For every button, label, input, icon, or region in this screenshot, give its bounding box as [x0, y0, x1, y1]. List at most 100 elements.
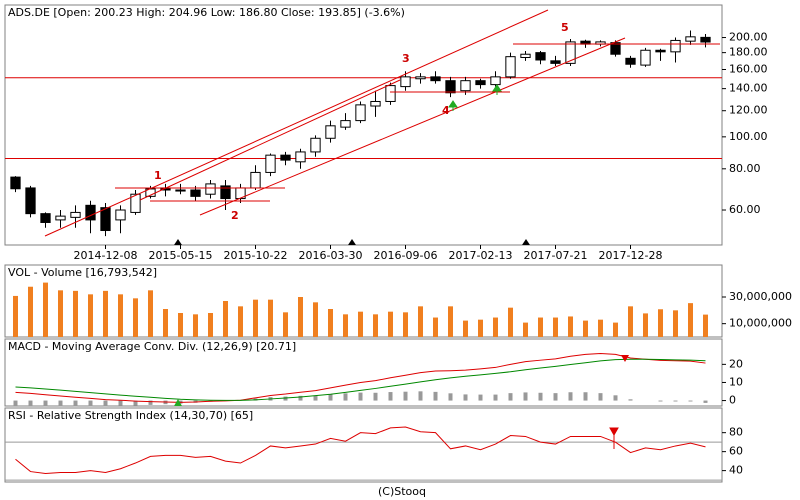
candle-body: [175, 189, 186, 192]
histogram-bar: [493, 394, 498, 401]
volume-bar: [448, 306, 453, 337]
histogram-bar: [628, 399, 633, 401]
volume-bar: [403, 312, 408, 337]
histogram-bar: [313, 395, 318, 401]
rsi-panel: [4, 407, 723, 483]
volume-bar: [148, 290, 153, 337]
volume-bar: [478, 319, 483, 337]
histogram-bar: [343, 393, 348, 401]
candle-body: [85, 204, 96, 221]
volume-bar: [703, 314, 708, 337]
candle-body: [265, 154, 276, 173]
volume-bar: [208, 313, 213, 337]
histogram-bar: [508, 393, 513, 401]
panel-title: VOL - Volume [16,793,542]: [8, 266, 157, 279]
histogram-bar: [298, 395, 303, 401]
candle-body: [610, 42, 621, 55]
axis-marker: [522, 239, 530, 245]
volume-bar: [118, 294, 123, 337]
candle-body: [115, 209, 126, 221]
volume-bar: [463, 320, 468, 337]
histogram-bar: [43, 400, 48, 407]
volume-bar: [43, 282, 48, 337]
volume-bar: [598, 319, 603, 337]
histogram-bar: [403, 391, 408, 401]
candle-body: [445, 80, 456, 94]
trend-line: [44, 9, 549, 237]
candle-body: [250, 171, 261, 189]
annotation: 5: [561, 21, 569, 34]
y-tick-label: 40: [729, 464, 743, 477]
candle-body: [55, 215, 66, 221]
volume-bar: [373, 314, 378, 337]
volume-bar: [268, 299, 273, 337]
volume-bar: [583, 320, 588, 337]
volume-bar: [673, 310, 678, 337]
candle-body: [685, 36, 696, 42]
histogram-bar: [373, 392, 378, 401]
histogram-bar: [103, 400, 108, 407]
y-tick-label: 100.00: [729, 130, 768, 143]
candle-body: [415, 76, 426, 80]
candle-body: [190, 189, 201, 197]
candle-body: [220, 185, 231, 200]
histogram-bar: [478, 394, 483, 401]
rsi-line: [15, 426, 706, 474]
histogram-bar: [28, 400, 33, 406]
y-tick-label: 180.00: [729, 46, 768, 59]
y-tick-label: 80.00: [729, 162, 761, 175]
signal-markers: [174, 84, 629, 449]
trend-lines: [44, 9, 720, 237]
candle-body: [670, 39, 681, 53]
buy-arrow: [448, 100, 458, 111]
annotation: 1: [154, 169, 162, 182]
trend-line: [139, 79, 401, 201]
candle-body: [400, 76, 411, 88]
volume-bar: [133, 298, 138, 337]
x-tick-label: 2017-12-28: [599, 249, 663, 262]
trend-line: [199, 37, 626, 216]
histogram-bar: [613, 395, 618, 401]
x-tick-label: 2014-12-08: [74, 249, 138, 262]
candle-body: [100, 207, 111, 232]
y-tick-label: 200.00: [729, 31, 768, 44]
candle-body: [25, 187, 36, 215]
y-tick-label: 120.00: [729, 104, 768, 117]
candle-body: [295, 151, 306, 163]
volume-bar: [73, 290, 78, 337]
histogram-bar: [58, 400, 63, 407]
y-tick-label: 10: [729, 375, 743, 388]
volume-bar: [388, 311, 393, 337]
histogram-bar: [523, 392, 528, 401]
volume-bar: [283, 312, 288, 337]
candle-body: [700, 36, 711, 43]
histogram-bar: [688, 400, 693, 402]
x-tick-label: 2015-10-22: [224, 249, 288, 262]
histogram-bar: [448, 393, 453, 401]
y-tick-label: 140.00: [729, 82, 768, 95]
sell-marker: [609, 427, 619, 449]
volume-bar: [103, 290, 108, 337]
volume-bar: [58, 290, 63, 337]
histogram-bar: [13, 400, 18, 406]
x-tick-label: 2016-03-30: [299, 249, 363, 262]
price-panel: [4, 4, 723, 246]
histogram-bar: [538, 392, 543, 401]
candle-body: [505, 56, 516, 78]
candle-body: [625, 57, 636, 65]
volume-bar: [313, 302, 318, 337]
y-tick-label: 80: [729, 426, 743, 439]
candle-body: [640, 49, 651, 66]
axis-marker: [174, 239, 182, 245]
candle-body: [205, 183, 216, 195]
chart-title: ADS.DE [Open: 200.23 High: 204.96 Low: 1…: [8, 6, 405, 19]
histogram-bar: [463, 394, 468, 401]
candle-body: [460, 80, 471, 92]
histogram-bar: [283, 396, 288, 401]
volume-bar: [493, 317, 498, 337]
volume-bar: [193, 314, 198, 337]
y-tick-label: 60.00: [729, 203, 761, 216]
candle-body: [535, 52, 546, 61]
volume-bar: [523, 322, 528, 337]
histogram-bar: [433, 391, 438, 401]
